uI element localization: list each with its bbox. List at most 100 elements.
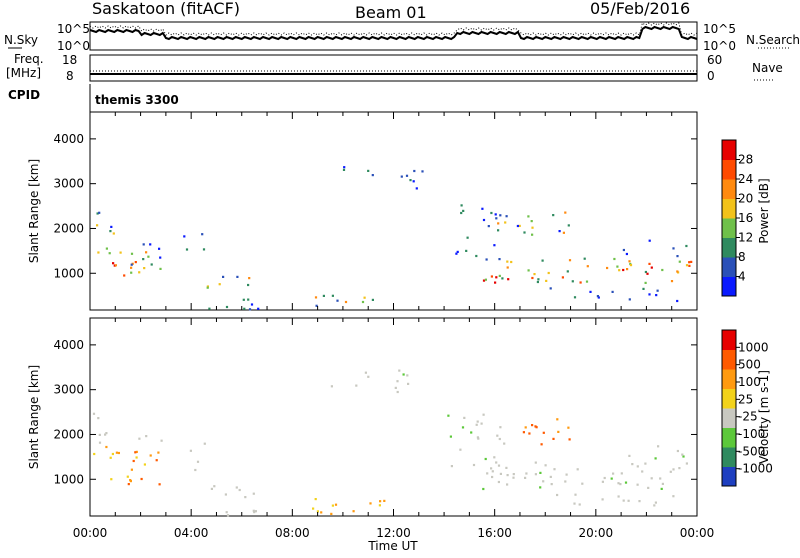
nsearch-tick-top: 10^5 [703,22,736,36]
velocity-cell-138 [524,426,527,429]
colorbar-swatch-1-7 [722,330,736,350]
velocity-cell-131 [539,471,542,474]
power-cell-127 [628,260,631,263]
velocity-cell-24 [135,450,138,453]
velocity-cell-170 [681,453,684,456]
velocity-cell-168 [682,455,685,458]
power-cell-88 [533,273,536,276]
velocity-cell-107 [491,475,494,479]
velocity-cell-35 [238,488,241,492]
power-cell-71 [466,236,469,239]
velocity-cell-122 [620,472,623,475]
velocity-cell-52 [330,512,333,515]
velocity-cell-77 [461,426,465,429]
power-cell-149 [558,230,561,233]
colorbar-tick-1-0: 1000 [738,340,769,354]
power-cell-68 [409,179,412,182]
power-cell-137 [618,269,621,272]
freq-tick-bottom: 8 [66,69,74,83]
velocity-cell-64 [398,369,401,372]
velocity-cell-90 [499,472,502,475]
velocity-cell-145 [568,438,571,441]
velocity-cell-13 [135,456,138,459]
power-cell-31 [201,233,204,236]
colorbar-swatch-0-4 [722,198,736,219]
velocity-cell-23 [160,439,163,442]
power-cell-167 [622,248,625,252]
velocity-cell-47 [314,498,317,501]
power-cell-51 [344,300,348,304]
colorbar-tick-0-0: 4 [738,270,746,284]
velocity-cell-81 [476,436,479,439]
velocity-cell-97 [524,476,527,479]
velocity-cell-42 [254,510,257,513]
velocity-cell-110 [644,462,647,465]
velocity-cell-32 [196,460,200,463]
power-cell-119 [537,278,540,281]
colorbar-swatch-1-2 [722,427,736,448]
power-frame [89,111,698,311]
power-cell-103 [536,280,539,284]
velocity-cell-95 [539,486,542,489]
velocity-cell-28 [157,451,160,454]
power-cell-120 [606,266,609,270]
velocity-cell-60 [364,371,367,374]
power-cell-96 [644,270,647,274]
power-cell-48 [314,296,318,299]
power-cell-45 [322,294,325,297]
velocity-cell-36 [213,485,216,488]
power-cell-131 [571,280,574,283]
velocity-cell-108 [678,467,681,470]
power-cell-157 [589,290,592,293]
nsky-tick-top: 10^5 [57,22,90,36]
colorbar-tick-1-5: -100 [738,427,765,441]
nave-tick-bottom: 0 [707,69,715,83]
velocity-cell-67 [396,380,399,383]
freq-panel: Freq. [MHz] 18 8 60 0 Nave [6,52,783,83]
velocity-cell-38 [244,496,247,499]
velocity-cell-166 [628,454,631,457]
power-cell-0 [105,247,108,250]
power-cell-136 [545,279,548,282]
velocity-cell-3 [93,452,96,456]
power-cell-33 [202,248,206,251]
power-cell-93 [506,260,509,263]
colorbar-swatch-0-5 [722,179,736,199]
power-cell-36 [222,275,225,278]
velocity-cell-56 [226,514,230,517]
velocity-cell-126 [669,470,672,473]
power-cell-74 [460,204,463,207]
power-cell-22 [143,267,146,270]
velocity-cell-121 [553,468,556,471]
power-cell-44 [361,300,365,304]
velocity-cell-21 [155,459,158,462]
power-cell-143 [531,226,534,229]
velocity-cell-130 [647,486,650,489]
velocity-cell-41 [224,493,227,496]
xtick-label-0: 00:00 [73,526,108,540]
power-cell-16 [123,274,126,277]
power-cell-82 [455,252,458,255]
colorbar-tick-0-1: 8 [738,250,746,264]
power-cell-72 [498,258,501,261]
velocity-cell-74 [449,435,452,438]
velocity-cell-59 [367,375,370,378]
velocity-cell-127 [534,461,537,464]
power-cell-89 [585,280,589,283]
velocity-cell-100 [512,476,515,479]
ytick-label-0-0: 1000 [53,266,84,280]
velocity-cell-61 [330,385,333,388]
velocity-cell-4 [109,456,112,459]
velocity-cell-146 [534,425,537,428]
velocity-cell-147 [531,424,534,427]
power-cell-156 [642,287,645,290]
power-cell-17 [142,243,145,246]
freq-label-2: [MHz] [6,66,41,80]
colorbar-swatch-0-7 [722,140,736,160]
velocity-cell-12 [127,483,130,486]
velocity-cell-117 [641,470,644,473]
power-cell-42 [247,298,250,301]
velocity-cell-20 [140,477,143,481]
power-cell-114 [676,270,679,273]
velocity-cell-9 [117,451,120,455]
